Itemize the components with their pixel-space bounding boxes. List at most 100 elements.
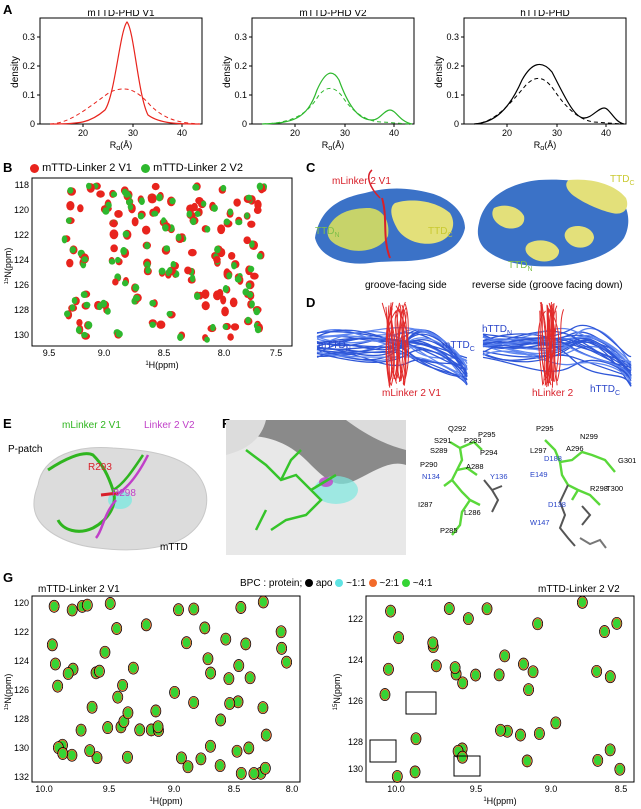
titration-peak <box>412 733 420 744</box>
titration-peak <box>124 707 132 718</box>
ytick: 128 <box>14 714 29 724</box>
y-axis-label: 15N(ppm) <box>4 674 13 711</box>
linker-strand <box>537 310 546 386</box>
caption-groove-facing: groove-facing side <box>365 280 447 291</box>
residue-label: N134 <box>422 472 440 481</box>
titration-peak <box>523 683 534 697</box>
x-axis-label: Rg(Å) <box>534 140 556 150</box>
linker-strand <box>387 305 398 384</box>
ttdn-text: TTD <box>315 226 335 237</box>
xtick: 30 <box>552 128 562 138</box>
peak-v2 <box>249 240 255 248</box>
titration-peak <box>614 762 626 776</box>
titration-peak <box>616 764 624 775</box>
titration-peak <box>176 751 187 765</box>
ytick: 130 <box>348 764 363 774</box>
titration-peak <box>223 672 235 686</box>
peak-v2 <box>189 274 196 283</box>
peak-v2 <box>75 326 82 334</box>
ensemble-strand <box>482 337 632 376</box>
titration-peak <box>52 679 64 693</box>
peak-v2 <box>83 301 91 309</box>
titration-peak <box>184 761 192 772</box>
peak-v2 <box>158 267 166 275</box>
titration-peak <box>428 638 437 648</box>
titration-peak <box>604 743 616 757</box>
titration-peak <box>235 601 247 614</box>
peak-v2 <box>190 217 197 226</box>
ensemble-mouse <box>312 300 472 400</box>
ytick: 0 <box>242 119 247 129</box>
ensemble-strand <box>316 337 468 375</box>
peak-v2 <box>121 280 129 287</box>
titration-peak <box>77 725 85 735</box>
titration-peak <box>204 653 212 664</box>
peak-v2 <box>234 275 242 283</box>
titration-peak <box>592 753 604 767</box>
titration-peak <box>385 604 396 618</box>
structure-ttd-linker-svg <box>33 447 208 551</box>
peak-v1 <box>156 320 166 329</box>
residue-label: S291 <box>434 436 452 445</box>
titration-peak <box>535 728 544 739</box>
httdn-sub: N <box>507 330 513 337</box>
titration-peak <box>257 595 269 609</box>
legend-label-v1: mTTD-Linker 2 V1 <box>42 162 132 174</box>
ensemble-strand <box>482 327 632 362</box>
mttdc-sub: C <box>469 346 475 353</box>
residue-sticks-left-svg <box>443 440 503 536</box>
titration-peak <box>524 684 533 695</box>
ytick: 118 <box>15 180 29 190</box>
residue-label: T300 <box>606 484 624 493</box>
titration-peak <box>152 706 160 716</box>
ytick: 126 <box>14 685 29 695</box>
titration-peak <box>515 728 526 742</box>
peak-v2 <box>249 300 255 309</box>
nmr-spectrum-b: 118 120 122 124 126 128 130 9.5 9.0 8.5 … <box>3 176 296 370</box>
label-e-v1: mLinker 2 V1 <box>62 420 121 431</box>
x-axis-label: Rg(Å) <box>110 140 132 150</box>
titration-peak <box>51 659 60 669</box>
peak-v2 <box>137 212 145 220</box>
mttdn-text: mTTD <box>318 340 346 351</box>
peak-v2 <box>244 212 250 219</box>
peak-v2 <box>192 183 200 191</box>
titration-peak <box>241 639 250 649</box>
density-plot-v2: 0 0.1 0.2 0.3 20 30 40 mTTD-PHD V2 densi… <box>222 8 422 152</box>
titration-peak <box>244 743 253 753</box>
linker-strand <box>390 302 395 386</box>
ytick: 130 <box>14 330 29 340</box>
peak-v1 <box>110 219 118 228</box>
peak-v2 <box>104 307 111 315</box>
g-legend-dot-apo <box>305 579 314 588</box>
panel-label-g: G <box>3 570 14 585</box>
ensemble-human <box>478 300 636 400</box>
titration-peak <box>518 657 529 671</box>
residue-label: L297 <box>530 446 547 455</box>
titration-peak <box>443 602 455 615</box>
ensemble-strand <box>482 324 632 357</box>
titration-peak <box>150 704 162 718</box>
peak-v2 <box>194 210 201 218</box>
peak-v2 <box>110 191 118 198</box>
xtick: 20 <box>502 128 512 138</box>
titration-peak <box>202 652 214 666</box>
g-legend-dot-4 <box>401 579 410 588</box>
peak-v2 <box>132 283 140 292</box>
titration-peak <box>592 666 601 677</box>
titration-peak <box>430 659 442 673</box>
label-ttdn-right: TTDN <box>508 260 533 273</box>
peak-v2 <box>186 210 193 218</box>
ytick: 0 <box>454 119 459 129</box>
ytick: 0.1 <box>22 90 35 100</box>
titration-peak <box>112 690 124 704</box>
xtick: 8.0 <box>218 348 231 358</box>
titration-peak <box>111 622 123 635</box>
ytick: 122 <box>14 230 29 240</box>
highlight-box <box>453 755 481 777</box>
titration-peak <box>600 626 609 637</box>
panel-label-e: E <box>3 416 12 431</box>
titration-peak <box>84 744 96 758</box>
g-legend-prefix: BPC : protein; <box>240 578 306 589</box>
titration-peak <box>112 623 121 634</box>
